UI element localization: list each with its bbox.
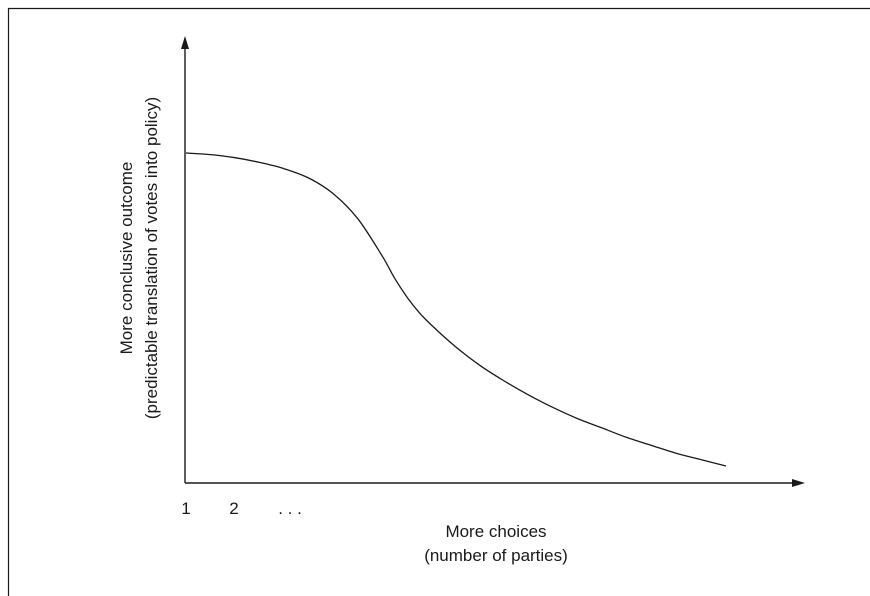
y-axis-label-line2: (predictable translation of votes into p… bbox=[142, 97, 161, 419]
x-tick-label-ellipsis: . . . bbox=[278, 499, 302, 518]
x-axis-arrow bbox=[792, 479, 805, 487]
x-tick-label-2: 2 bbox=[229, 499, 238, 518]
series-line bbox=[185, 152, 727, 467]
x-axis-label-line2: (number of parties) bbox=[424, 546, 568, 565]
x-axis-label-line1: More choices bbox=[445, 522, 546, 541]
y-axis-label-line1: More conclusive outcome bbox=[117, 162, 136, 355]
x-tick-label-1: 1 bbox=[181, 499, 190, 518]
y-axis-arrow bbox=[181, 36, 189, 49]
